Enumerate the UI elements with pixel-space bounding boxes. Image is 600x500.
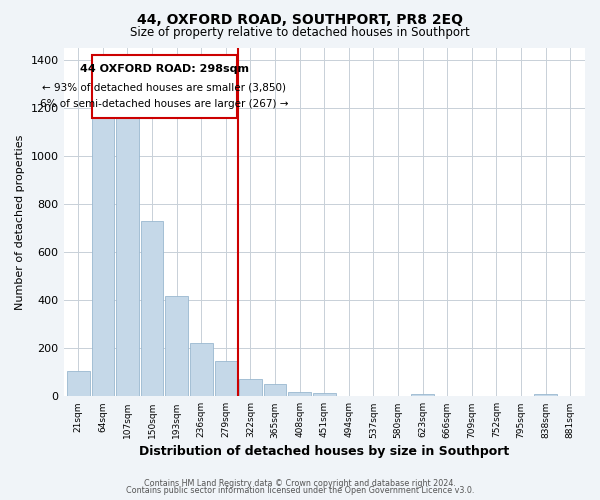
- FancyBboxPatch shape: [92, 54, 237, 118]
- Text: ← 93% of detached houses are smaller (3,850): ← 93% of detached houses are smaller (3,…: [43, 82, 286, 92]
- Text: Contains public sector information licensed under the Open Government Licence v3: Contains public sector information licen…: [126, 486, 474, 495]
- Bar: [289, 392, 311, 396]
- Y-axis label: Number of detached properties: Number of detached properties: [15, 134, 25, 310]
- Bar: [190, 344, 212, 396]
- Bar: [535, 394, 557, 396]
- Bar: [141, 220, 163, 396]
- Bar: [412, 394, 434, 396]
- Bar: [92, 118, 114, 396]
- Bar: [67, 371, 89, 396]
- Text: Contains HM Land Registry data © Crown copyright and database right 2024.: Contains HM Land Registry data © Crown c…: [144, 478, 456, 488]
- Bar: [166, 296, 188, 396]
- Bar: [313, 392, 335, 396]
- Bar: [116, 118, 139, 396]
- Text: 44, OXFORD ROAD, SOUTHPORT, PR8 2EQ: 44, OXFORD ROAD, SOUTHPORT, PR8 2EQ: [137, 12, 463, 26]
- Bar: [215, 362, 237, 396]
- Text: Size of property relative to detached houses in Southport: Size of property relative to detached ho…: [130, 26, 470, 39]
- Text: 6% of semi-detached houses are larger (267) →: 6% of semi-detached houses are larger (2…: [40, 99, 289, 109]
- X-axis label: Distribution of detached houses by size in Southport: Distribution of detached houses by size …: [139, 444, 509, 458]
- Bar: [264, 384, 286, 396]
- Text: 44 OXFORD ROAD: 298sqm: 44 OXFORD ROAD: 298sqm: [80, 64, 249, 74]
- Bar: [239, 380, 262, 396]
